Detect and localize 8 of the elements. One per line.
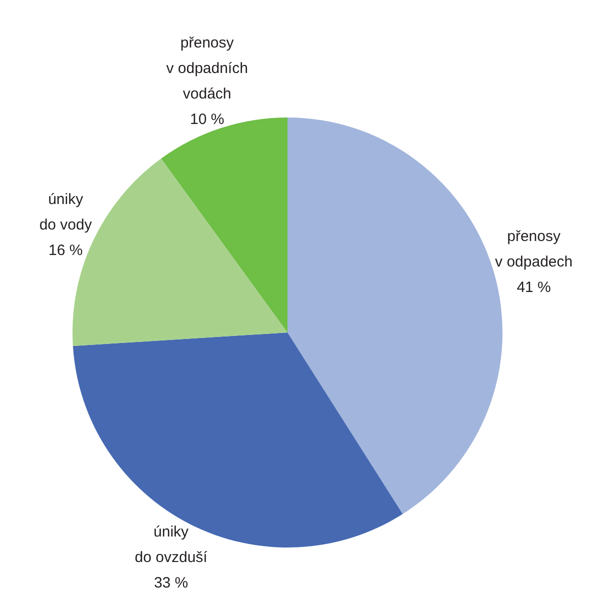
data-label: 41 % — [516, 278, 551, 296]
slice-label: úniky do ovzduší — [134, 524, 208, 566]
slice-label: přenosy v odpadech — [495, 228, 573, 270]
data-label: 16 % — [48, 242, 83, 259]
data-label: 10 % — [190, 111, 224, 128]
slice-label: úniky do vody — [39, 190, 92, 234]
slice-label: přenosy v odpadních vodách — [166, 34, 248, 103]
data-label: 33 % — [154, 574, 188, 592]
